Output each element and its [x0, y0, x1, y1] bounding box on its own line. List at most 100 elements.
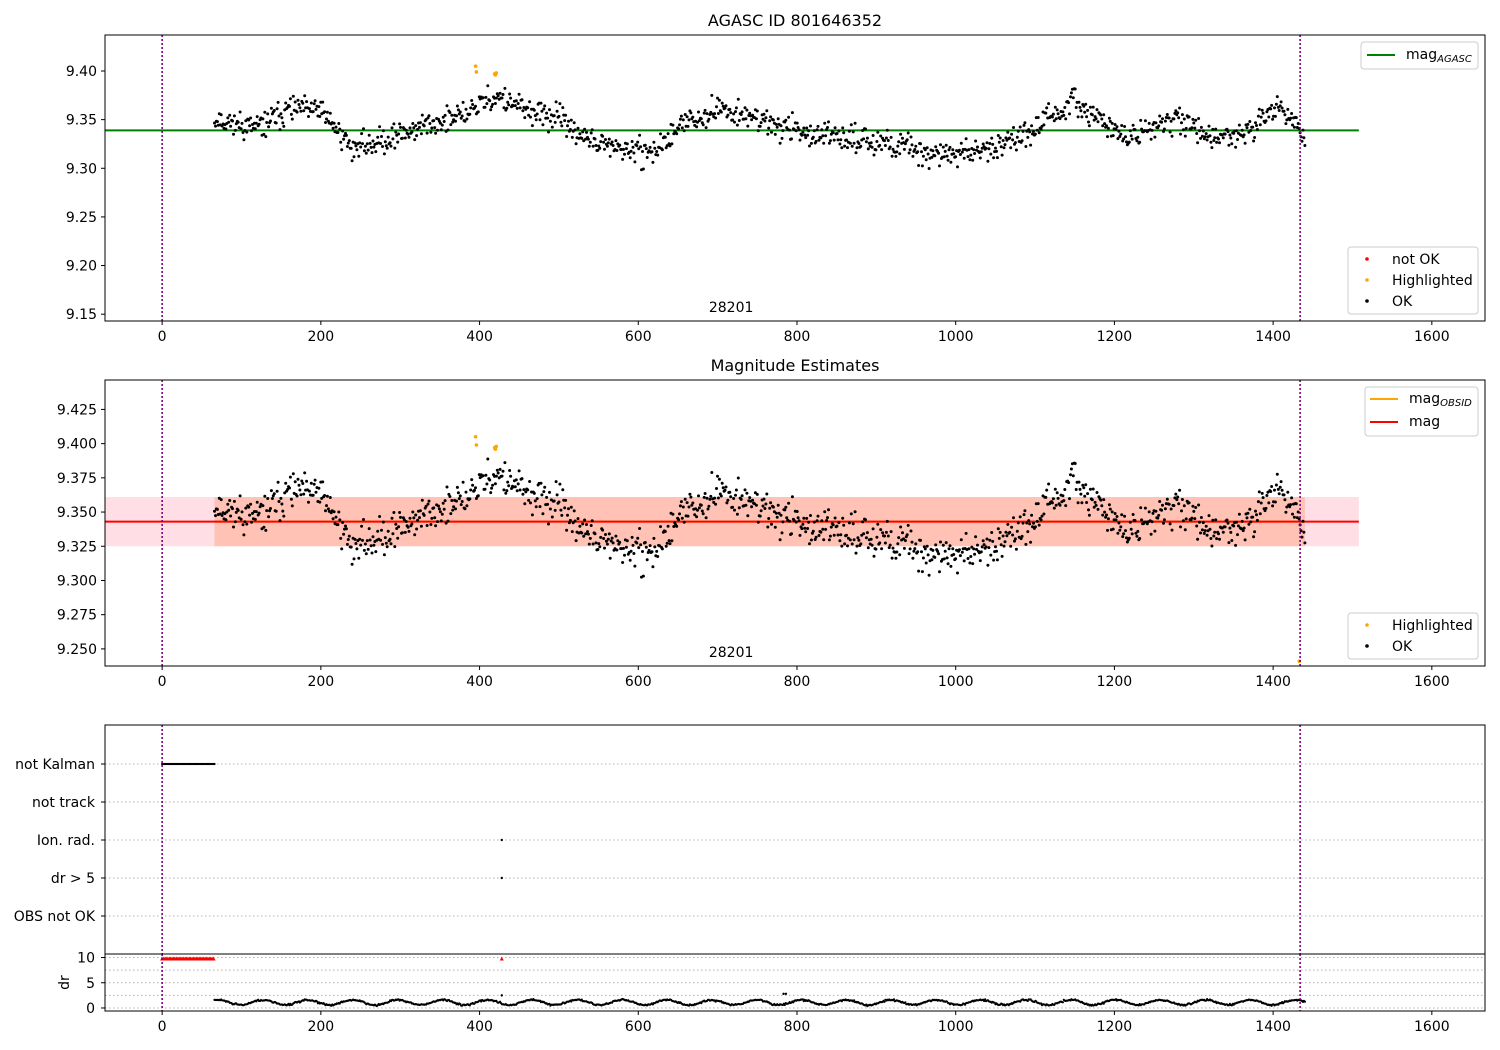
- ok-point: [931, 548, 935, 552]
- ok-point: [566, 124, 569, 128]
- legend-ok-label: OK: [1392, 294, 1413, 310]
- ok-point: [1290, 496, 1294, 500]
- dr-xtick-label: 600: [625, 1019, 652, 1035]
- ok-point: [872, 554, 876, 558]
- ok-point: [645, 558, 649, 562]
- ok-point: [321, 480, 325, 484]
- ok-point: [233, 128, 237, 132]
- ok-point: [783, 508, 787, 512]
- ok-point: [1079, 492, 1083, 496]
- ok-point: [402, 518, 406, 522]
- ok-point: [907, 151, 911, 155]
- ok-point: [361, 142, 364, 146]
- legend-ok-marker: [1365, 644, 1369, 648]
- ok-point: [817, 138, 821, 142]
- dr-point: [801, 998, 805, 1001]
- legend-ok-marker: [1365, 299, 1369, 303]
- ok-point: [1094, 117, 1098, 121]
- ok-point: [528, 100, 532, 104]
- ok-point: [633, 160, 637, 164]
- ok-point: [790, 532, 793, 536]
- ok-point: [1087, 124, 1091, 128]
- ok-point: [240, 510, 244, 514]
- ok-point: [768, 119, 772, 123]
- ok-point: [788, 128, 792, 132]
- ok-point: [1128, 129, 1132, 133]
- ok-point: [1047, 102, 1051, 106]
- ok-point: [653, 146, 657, 150]
- ok-point: [1230, 142, 1234, 146]
- ok-point: [1274, 102, 1278, 106]
- ok-point: [878, 143, 882, 147]
- ok-point: [594, 541, 598, 545]
- ok-point: [852, 141, 856, 145]
- ok-point: [638, 133, 642, 137]
- ok-point: [827, 141, 831, 145]
- ok-point: [630, 535, 634, 539]
- ok-point: [1056, 496, 1060, 500]
- ok-point: [671, 512, 675, 516]
- ok-point: [871, 134, 875, 137]
- ok-point: [699, 117, 703, 121]
- ok-point: [278, 519, 282, 523]
- ok-point: [1208, 527, 1212, 531]
- ok-point: [296, 477, 300, 481]
- ok-point: [1174, 109, 1178, 113]
- ok-point: [807, 520, 811, 524]
- ok-point: [455, 499, 458, 503]
- ok-point: [243, 520, 247, 524]
- ok-point: [214, 124, 217, 128]
- ok-point: [899, 525, 903, 529]
- ok-point: [552, 114, 556, 118]
- ok-point: [732, 497, 736, 500]
- ok-point: [1264, 119, 1268, 123]
- ok-point: [561, 106, 565, 110]
- flag-label: dr > 5: [51, 871, 95, 887]
- ok-point: [513, 485, 517, 489]
- ok-point: [611, 541, 615, 545]
- ok-point: [1085, 501, 1089, 504]
- ok-point: [1082, 486, 1086, 490]
- ok-point: [899, 132, 903, 136]
- ok-point: [331, 517, 335, 521]
- ok-point: [1296, 122, 1300, 125]
- ok-point: [418, 516, 421, 520]
- ok-point: [827, 508, 830, 512]
- dr-point: [782, 992, 785, 996]
- ok-point: [1279, 100, 1283, 104]
- ok-point: [233, 520, 237, 524]
- ok-point: [784, 118, 788, 122]
- ok-point: [215, 120, 219, 124]
- legend-mag-text: mag: [1409, 391, 1440, 407]
- ok-point: [897, 140, 901, 144]
- ok-point: [875, 140, 879, 143]
- ok-point: [695, 125, 699, 129]
- ok-point: [275, 107, 279, 111]
- ok-point: [1229, 530, 1233, 534]
- ok-point: [990, 136, 994, 140]
- ok-point: [540, 493, 544, 497]
- ok-point: [1271, 504, 1275, 508]
- ok-point: [735, 123, 739, 127]
- ok-point: [599, 140, 603, 144]
- ok-point: [1030, 513, 1034, 517]
- ok-point: [635, 144, 639, 148]
- ok-point: [1086, 492, 1090, 496]
- ok-point: [266, 112, 270, 116]
- ok-point: [1214, 518, 1218, 522]
- ok-point: [1103, 510, 1107, 514]
- ok-point: [639, 543, 643, 547]
- ok-point: [1212, 534, 1216, 538]
- ok-point: [1291, 123, 1294, 127]
- ok-point: [874, 547, 878, 551]
- ok-point: [740, 494, 744, 498]
- ok-point: [908, 148, 912, 152]
- ok-point: [474, 104, 477, 108]
- ok-point: [242, 138, 246, 142]
- highlighted-point: [493, 447, 498, 451]
- ok-point: [280, 116, 284, 120]
- dr-point: [853, 999, 856, 1002]
- ok-point: [1105, 513, 1108, 517]
- ok-point: [946, 562, 950, 566]
- agasc-ytick-label: 9.15: [66, 307, 97, 323]
